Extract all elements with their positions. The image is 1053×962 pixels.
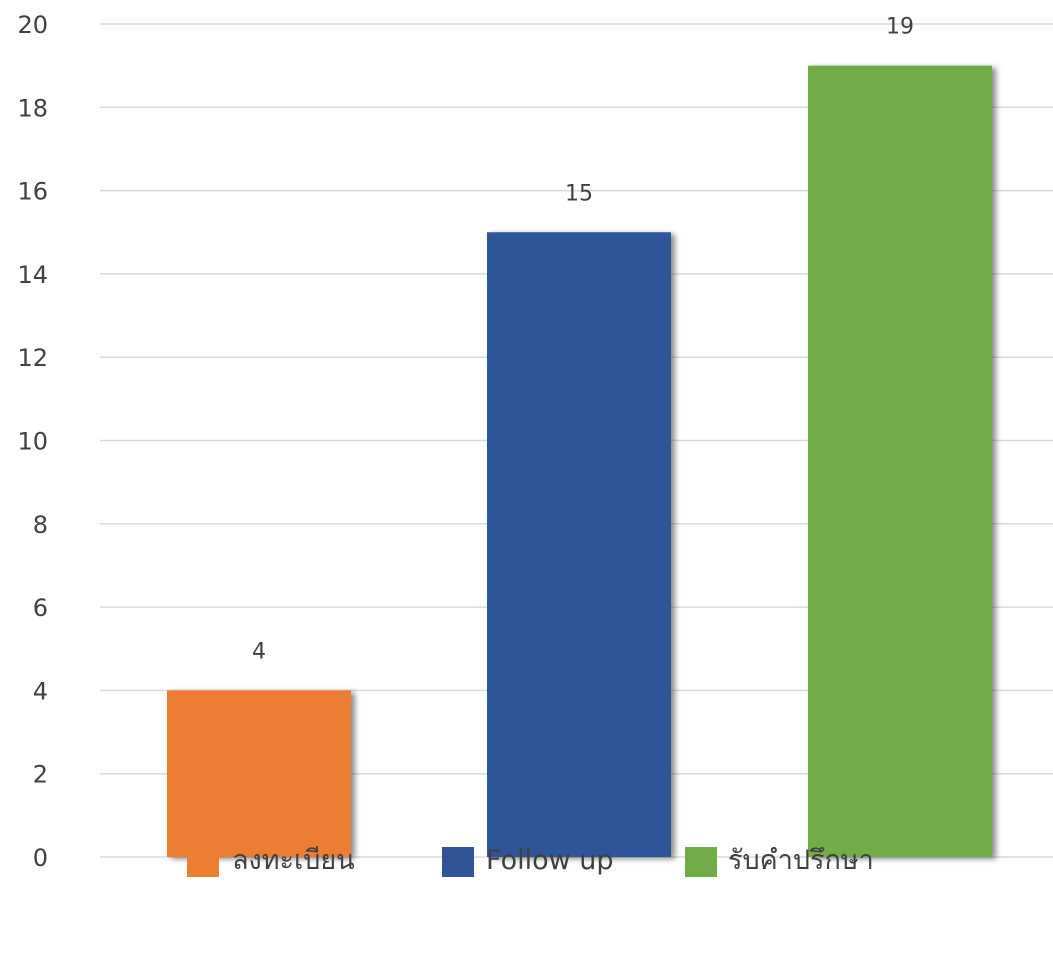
legend-swatch	[685, 847, 717, 877]
y-tick-label: 2	[33, 761, 48, 789]
bar	[167, 690, 351, 857]
legend-swatch	[442, 847, 474, 877]
data-labels: 4 15 19	[252, 15, 914, 665]
legend: ลงทะเบียน Follow up รับคำปรึกษา	[187, 845, 874, 877]
bar	[808, 65, 992, 857]
bar	[487, 232, 671, 857]
bars	[167, 65, 992, 857]
legend-label: Follow up	[486, 845, 614, 876]
y-axis-tick-labels: 0 2 4 6 8 10 12 14 16 18 20	[17, 11, 48, 872]
legend-label: ลงทะเบียน	[232, 845, 355, 876]
legend-label: รับคำปรึกษา	[728, 845, 874, 876]
y-tick-label: 18	[17, 94, 48, 122]
y-tick-label: 20	[17, 11, 48, 39]
y-tick-label: 10	[17, 428, 48, 456]
y-tick-label: 14	[17, 261, 48, 289]
y-tick-label: 8	[33, 511, 48, 539]
y-tick-label: 6	[33, 594, 48, 622]
y-tick-label: 0	[33, 844, 48, 872]
y-tick-label: 12	[17, 344, 48, 372]
y-tick-label: 4	[33, 677, 48, 705]
data-label: 4	[252, 639, 266, 664]
y-tick-label: 16	[17, 178, 48, 206]
data-label: 19	[886, 15, 914, 40]
data-label: 15	[565, 181, 593, 206]
legend-swatch	[187, 847, 219, 877]
